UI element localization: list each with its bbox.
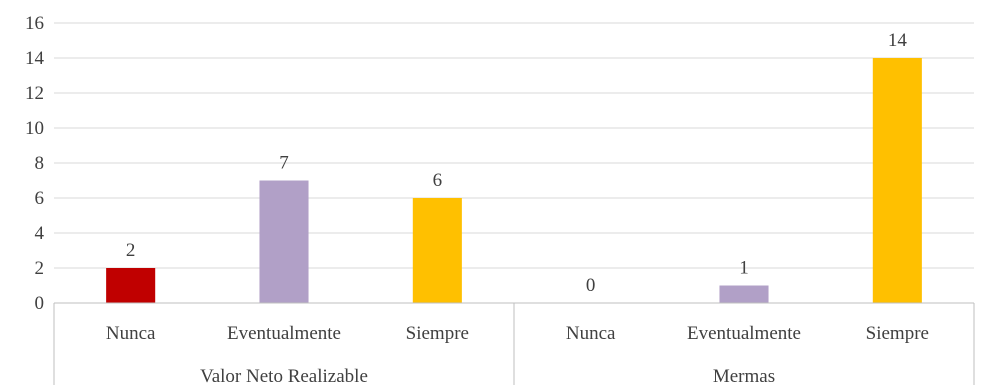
bar-eventualmente bbox=[259, 180, 309, 303]
y-tick-label: 10 bbox=[25, 118, 44, 139]
data-label: 14 bbox=[888, 30, 908, 51]
y-tick-label: 12 bbox=[25, 83, 44, 104]
data-label: 6 bbox=[433, 170, 443, 191]
y-tick-label: 8 bbox=[35, 153, 45, 174]
category-label: Siempre bbox=[866, 323, 929, 344]
data-label: 2 bbox=[126, 240, 136, 261]
group-label: Valor Neto Realizable bbox=[200, 366, 368, 385]
category-label: Eventualmente bbox=[687, 323, 801, 344]
y-tick-label: 0 bbox=[35, 293, 45, 314]
category-label: Siempre bbox=[406, 323, 469, 344]
category-label: Nunca bbox=[566, 323, 616, 344]
grid-lines bbox=[54, 22, 974, 269]
data-label: 1 bbox=[739, 258, 749, 279]
y-tick-label: 6 bbox=[35, 188, 45, 209]
data-label: 0 bbox=[586, 275, 596, 296]
bar-siempre bbox=[872, 58, 922, 303]
data-label: 7 bbox=[279, 153, 289, 174]
y-axis: 0 2 4 6 8 10 12 14 16 bbox=[25, 13, 45, 314]
bar-nunca bbox=[106, 268, 156, 303]
y-tick-label: 2 bbox=[35, 258, 45, 279]
x-axis: Nunca Eventualmente Siempre Valor Neto Real… bbox=[53, 302, 975, 385]
y-tick-label: 16 bbox=[25, 13, 44, 34]
category-label: Eventualmente bbox=[227, 323, 341, 344]
y-tick-label: 14 bbox=[25, 48, 45, 69]
data-labels: 2 7 6 0 1 14 bbox=[126, 30, 907, 296]
y-tick-label: 4 bbox=[35, 223, 45, 244]
bar-siempre bbox=[412, 198, 462, 303]
bars bbox=[106, 58, 922, 303]
category-label: Nunca bbox=[106, 323, 156, 344]
bar-eventualmente bbox=[719, 285, 769, 303]
group-label: Mermas bbox=[713, 366, 775, 385]
